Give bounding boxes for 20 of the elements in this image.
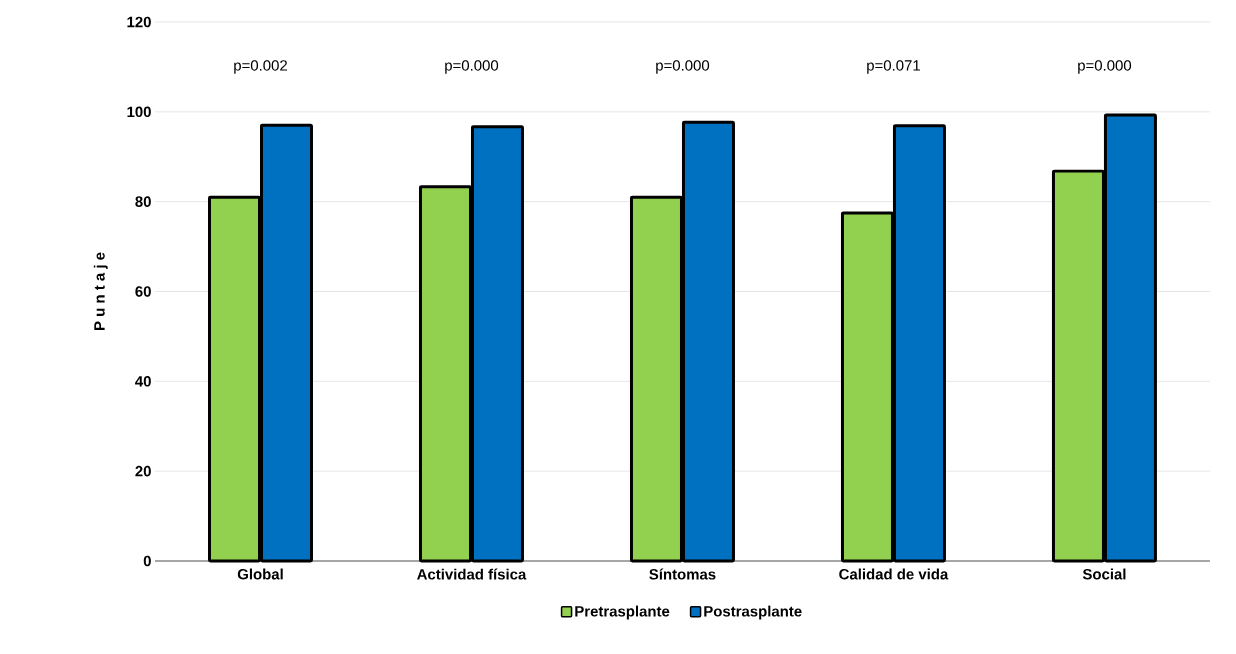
legend-label: Pretrasplante bbox=[575, 605, 670, 620]
y-tick-label: 120 bbox=[127, 16, 151, 28]
y-tick-label: 20 bbox=[135, 465, 151, 477]
legend-label: Postrasplante bbox=[704, 605, 802, 620]
annotation: p=0.000 bbox=[1078, 60, 1132, 74]
annotation: p=0.000 bbox=[656, 60, 710, 74]
x-tick-label: Global bbox=[237, 568, 283, 580]
annotation: p=0.000 bbox=[445, 60, 499, 74]
y-axis-title: P u n t a j e bbox=[93, 252, 108, 330]
x-tick-label: Síntomas bbox=[649, 568, 716, 580]
y-tick-label: 100 bbox=[127, 106, 151, 118]
annotation: p=0.071 bbox=[867, 60, 920, 74]
y-tick-label: 60 bbox=[135, 286, 151, 297]
y-tick-label: 0 bbox=[143, 555, 151, 567]
y-tick-label: 80 bbox=[135, 196, 151, 207]
annotation: p=0.002 bbox=[234, 60, 287, 74]
x-tick-label: Calidad de vida bbox=[839, 568, 949, 580]
x-tick-label: Actividad física bbox=[417, 568, 527, 580]
x-tick-label: Social bbox=[1082, 568, 1126, 580]
y-tick-label: 40 bbox=[135, 376, 151, 387]
